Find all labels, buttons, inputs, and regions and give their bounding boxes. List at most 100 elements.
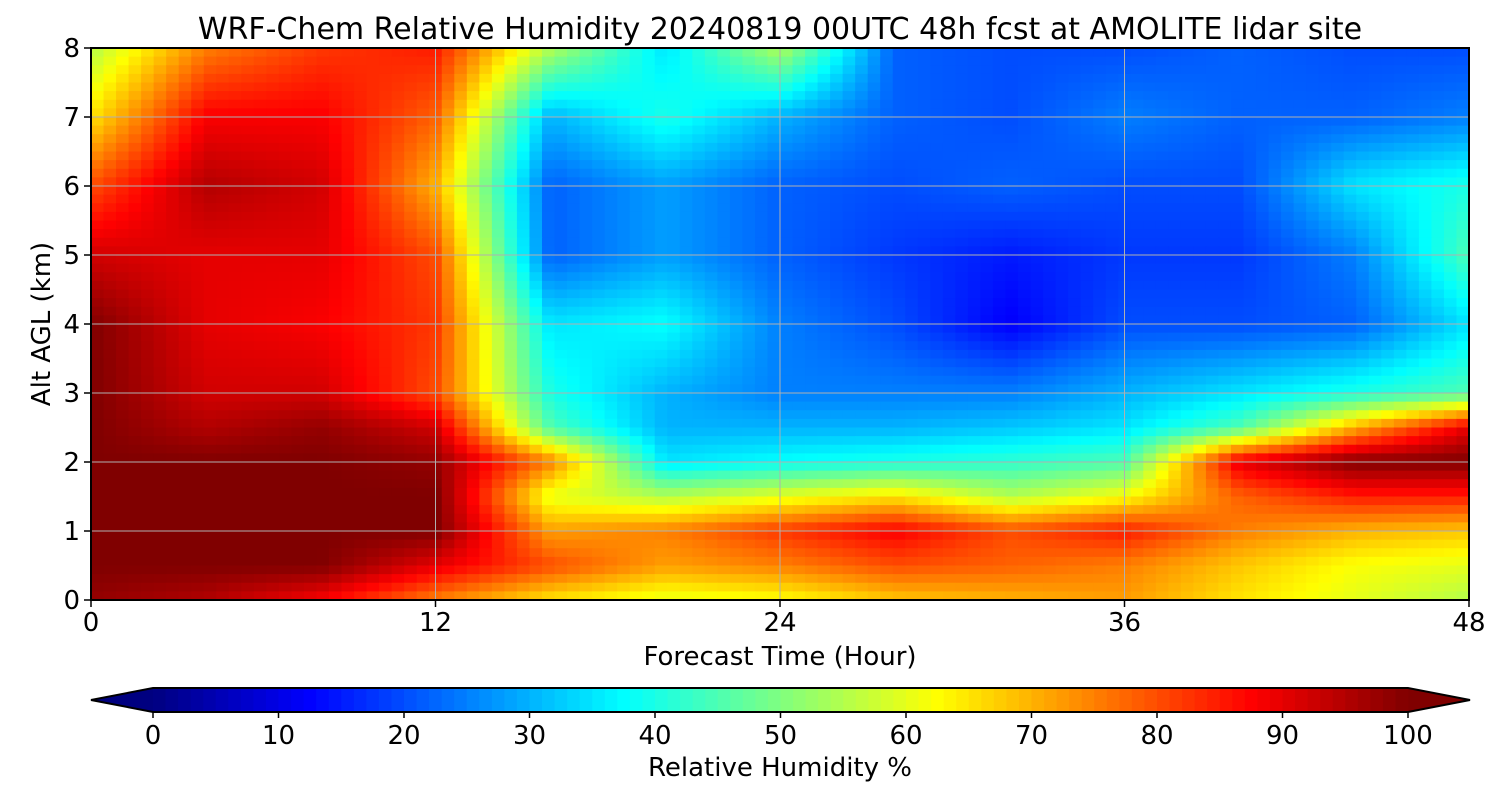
heatmap-cell: [529, 324, 543, 334]
heatmap-cell: [91, 280, 105, 291]
heatmap-cell: [266, 211, 280, 222]
heatmap-cell: [717, 341, 731, 351]
heatmap-cell: [454, 436, 468, 446]
heatmap-cell: [1406, 82, 1420, 92]
heatmap-cell: [642, 220, 656, 230]
heatmap-cell: [567, 410, 581, 420]
heatmap-cell: [166, 108, 180, 118]
heatmap-cell: [729, 194, 744, 204]
heatmap-cell: [354, 280, 368, 291]
heatmap-cell: [266, 237, 280, 247]
heatmap-cell: [216, 142, 230, 153]
heatmap-cell: [1005, 220, 1019, 230]
heatmap-cell: [541, 280, 556, 291]
heatmap-cell: [491, 410, 505, 420]
heatmap-cell: [992, 48, 1007, 58]
heatmap-cell: [554, 108, 568, 118]
heatmap-cell: [1205, 272, 1220, 282]
heatmap-cell: [1068, 125, 1082, 135]
heatmap-cell: [830, 393, 844, 403]
heatmap-cell: [416, 358, 430, 368]
heatmap-cell: [203, 56, 217, 66]
heatmap-cell: [729, 186, 744, 196]
heatmap-cell: [754, 289, 769, 299]
heatmap-cell: [116, 298, 130, 308]
heatmap-cell: [1030, 117, 1044, 127]
heatmap-cell: [729, 48, 744, 58]
heatmap-cell: [817, 358, 831, 368]
heatmap-cell: [1105, 91, 1119, 101]
heatmap-cell: [579, 315, 593, 325]
heatmap-cell: [1406, 332, 1420, 342]
heatmap-cell: [1281, 117, 1295, 127]
heatmap-cell: [704, 410, 718, 420]
heatmap-cell: [642, 211, 656, 222]
heatmap-cell: [1005, 203, 1019, 213]
heatmap-cell: [1381, 306, 1395, 316]
heatmap-cell: [1418, 237, 1433, 247]
heatmap-cell: [554, 177, 568, 187]
heatmap-cell: [1068, 186, 1082, 196]
heatmap-cell: [1393, 272, 1407, 282]
heatmap-cell: [479, 65, 493, 75]
heatmap-cell: [253, 393, 267, 403]
heatmap-cell: [1218, 358, 1232, 368]
heatmap-cell: [1318, 220, 1332, 230]
heatmap-cell: [329, 246, 343, 256]
heatmap-cell: [1406, 263, 1420, 273]
heatmap-cell: [867, 134, 881, 144]
heatmap-cell: [1456, 272, 1469, 282]
heatmap-cell: [567, 349, 581, 360]
heatmap-cell: [454, 56, 468, 66]
heatmap-cell: [667, 117, 681, 127]
heatmap-cell: [604, 367, 618, 377]
heatmap-cell: [867, 375, 881, 385]
heatmap-cell: [1256, 289, 1270, 299]
heatmap-cell: [780, 349, 794, 360]
heatmap-cell: [1005, 341, 1019, 351]
heatmap-cell: [516, 298, 531, 308]
heatmap-cell: [479, 82, 493, 92]
heatmap-cell: [805, 82, 819, 92]
heatmap-cell: [667, 177, 681, 187]
heatmap-cell: [992, 246, 1007, 256]
heatmap-cell: [541, 194, 556, 204]
heatmap-cell: [692, 315, 706, 325]
heatmap-cell: [491, 151, 505, 161]
heatmap-cell: [917, 134, 931, 144]
heatmap-cell: [780, 203, 794, 213]
heatmap-cell: [1268, 393, 1282, 403]
heatmap-cell: [1381, 125, 1395, 135]
heatmap-cell: [303, 65, 318, 75]
heatmap-cell: [1205, 56, 1220, 66]
heatmap-cell: [404, 151, 418, 161]
heatmap-cell: [466, 315, 480, 325]
heatmap-cell: [930, 99, 944, 109]
heatmap-cell: [579, 186, 593, 196]
heatmap-cell: [1130, 229, 1144, 239]
heatmap-cell: [504, 134, 518, 144]
heatmap-cell: [679, 168, 693, 178]
heatmap-cell: [955, 298, 969, 308]
heatmap-cell: [1168, 48, 1182, 58]
heatmap-cell: [1393, 229, 1407, 239]
heatmap-cell: [654, 220, 668, 230]
heatmap-cell: [1431, 151, 1445, 161]
heatmap-cell: [391, 427, 405, 437]
heatmap-cell: [103, 289, 117, 299]
heatmap-cell: [1205, 255, 1220, 265]
heatmap-cell: [830, 349, 844, 360]
heatmap-cell: [278, 410, 293, 420]
heatmap-cell: [942, 48, 956, 58]
heatmap-cell: [629, 91, 643, 101]
heatmap-cell: [842, 332, 856, 342]
heatmap-cell: [654, 289, 668, 299]
heatmap-cell: [1306, 263, 1320, 273]
heatmap-cell: [1205, 427, 1220, 437]
heatmap-cell: [1218, 142, 1232, 153]
heatmap-cell: [967, 168, 982, 178]
heatmap-cell: [1155, 289, 1169, 299]
heatmap-cell: [316, 134, 330, 144]
heatmap-cell: [1105, 367, 1119, 377]
heatmap-cell: [1093, 168, 1107, 178]
